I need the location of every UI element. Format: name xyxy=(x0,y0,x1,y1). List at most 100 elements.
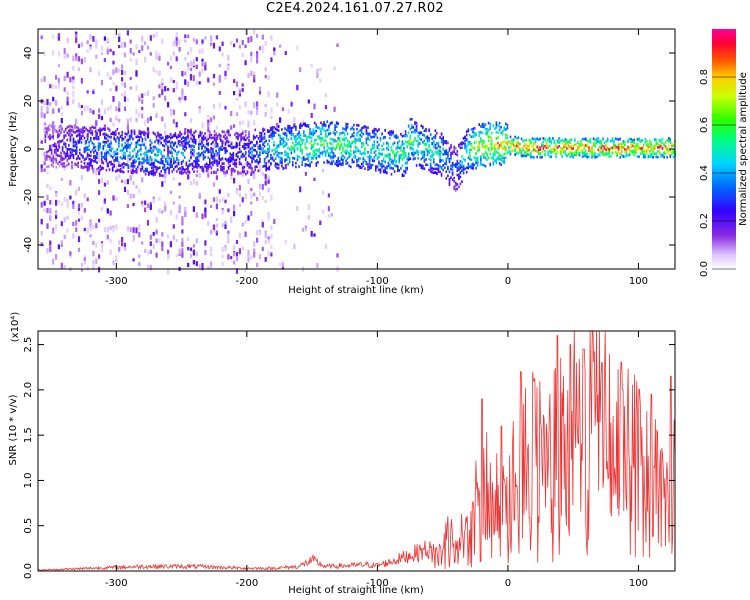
spectrogram-cell xyxy=(246,136,249,140)
spectrogram-cell xyxy=(135,110,138,115)
spectrogram-cell xyxy=(342,161,344,164)
spectrogram-cell xyxy=(606,146,609,150)
spectrogram-cell xyxy=(185,138,188,142)
spectrogram-cell xyxy=(630,150,632,153)
spectrogram-cell xyxy=(103,182,106,187)
spectrogram-cell xyxy=(434,134,437,137)
spectrogram-cell xyxy=(274,127,277,131)
spectrogram-cell xyxy=(83,255,86,259)
spectrogram-cell xyxy=(473,131,476,135)
spectrogram-cell xyxy=(517,140,520,143)
spectrogram-cell xyxy=(313,103,316,110)
spectrogram-cell xyxy=(672,151,675,154)
spectrogram-cell xyxy=(583,147,585,150)
spectrogram-cell xyxy=(112,260,115,265)
snr-x-axis-label: Height of straight line (km) xyxy=(288,585,424,596)
spectrogram-cell xyxy=(188,164,191,167)
spectrogram-cell xyxy=(216,134,219,138)
spectrogram-cell xyxy=(495,161,498,165)
spectrogram-cell xyxy=(480,155,482,159)
spectrogram-cell xyxy=(456,187,459,191)
spectrogram-cell xyxy=(464,147,466,150)
colorbar-label: Normalized spectral amplitude xyxy=(738,72,749,226)
spectrogram-cell xyxy=(63,130,65,134)
spectrogram-cell xyxy=(138,224,141,231)
spectrogram-cell xyxy=(406,161,408,165)
spectrogram-cell xyxy=(650,155,653,158)
spectrogram-cell xyxy=(210,147,213,150)
spectrogram-cell xyxy=(94,126,97,129)
spectrogram-cell xyxy=(193,165,195,169)
spectrogram-cell xyxy=(561,141,563,145)
spectrogram-cell xyxy=(218,157,220,160)
spectrogram-cell xyxy=(281,107,284,112)
spectrogram-cell xyxy=(625,148,628,152)
spectrogram-cell xyxy=(77,236,81,243)
spectrogram-cell xyxy=(141,143,144,146)
spectrogram-cell xyxy=(135,143,137,147)
spectrogram-cell xyxy=(218,148,220,152)
spectrogram-cell xyxy=(244,220,247,224)
spectrogram-cell xyxy=(256,237,259,243)
spectrogram-cell xyxy=(72,126,75,131)
spectrogram-cell xyxy=(204,61,207,67)
spectrogram-cell xyxy=(505,141,507,144)
spectrogram-cell xyxy=(215,230,218,234)
spectrogram-cell xyxy=(224,221,227,225)
spectrogram-cell xyxy=(66,152,69,155)
spectrogram-cell xyxy=(375,166,377,170)
spectrogram-cell xyxy=(47,135,50,139)
spectrogram-cell xyxy=(390,130,393,133)
spectrogram-cell xyxy=(124,145,126,148)
spectrogram-cell xyxy=(464,145,466,149)
spectrogram-cell xyxy=(80,138,83,144)
spectrogram-cell xyxy=(207,167,209,170)
spectrogram-cell xyxy=(481,153,484,156)
spectrogram-cell xyxy=(458,177,460,181)
spectrogram-cell xyxy=(141,35,144,41)
spectrogram-cell xyxy=(273,219,276,225)
spectrogram-cell xyxy=(238,143,241,147)
spectrogram-cell xyxy=(198,143,200,146)
spectrogram-cell xyxy=(422,141,424,144)
spectrogram-cell xyxy=(77,44,81,49)
spectrogram-cell xyxy=(122,151,125,154)
spectrogram-cell xyxy=(520,153,523,156)
spectrogram-cell xyxy=(332,154,335,157)
spectrogram-cell xyxy=(414,121,416,124)
spectrogram-cell xyxy=(287,162,289,166)
spectrogram-cell xyxy=(570,154,573,157)
spectrogram-cell xyxy=(237,137,239,141)
spectrogram-cell xyxy=(194,157,197,160)
spectrogram-cell xyxy=(411,141,413,145)
spectrogram-cell xyxy=(119,135,122,139)
spectrogram-cell xyxy=(617,143,620,147)
spectrogram-cell xyxy=(395,134,397,137)
spectrogram-cell xyxy=(191,133,194,137)
spectrogram-cell xyxy=(555,146,557,149)
spectrogram-cell xyxy=(169,157,172,164)
spectrogram-cell xyxy=(444,166,446,169)
spectrogram-cell xyxy=(357,159,360,162)
spectrogram-cell xyxy=(108,128,111,131)
spectrogram-cell xyxy=(227,167,230,170)
spectrogram-cell xyxy=(306,153,308,156)
spectrogram-cell xyxy=(353,152,355,155)
spectrogram-cell xyxy=(472,130,474,134)
spectrogram-cell xyxy=(223,170,225,173)
spectrogram-cell xyxy=(404,130,407,133)
spectrogram-cell xyxy=(426,138,429,142)
spectrogram-cell xyxy=(135,155,137,158)
spectrogram-cell xyxy=(287,146,289,150)
spectrogram-cell xyxy=(75,148,78,151)
spectrogram-cell xyxy=(417,135,419,138)
spectrogram-x-tick-label: -200 xyxy=(236,276,259,287)
spectrogram-cell xyxy=(480,131,482,134)
spectrogram-cell xyxy=(287,126,289,129)
spectrogram-cell xyxy=(293,147,296,150)
spectrogram-cell xyxy=(644,138,647,141)
spectrogram-cell xyxy=(465,149,468,152)
spectrogram-cell xyxy=(360,129,363,133)
spectrogram-cell xyxy=(428,151,430,154)
spectrogram-cell xyxy=(666,156,668,159)
